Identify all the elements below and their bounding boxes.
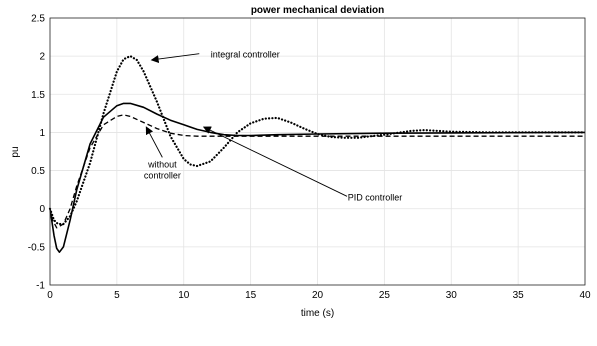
- y-tick-label: -1: [36, 281, 45, 292]
- y-tick-label: 0.5: [31, 166, 45, 177]
- series-line-solid: [49, 102, 586, 253]
- annotation-without: without controller: [144, 159, 181, 180]
- y-tick-label: 1: [39, 128, 45, 139]
- x-tick-label: 40: [579, 290, 591, 301]
- x-tick-label: 0: [47, 290, 53, 301]
- y-tick-label: 0: [39, 204, 45, 215]
- x-axis-label: time (s): [301, 308, 334, 319]
- annotation-pid: PID controller: [348, 192, 403, 202]
- x-tick-label: 25: [379, 290, 391, 301]
- annotation-integral: integral controller: [211, 50, 280, 60]
- annotation-line: without: [147, 159, 177, 169]
- annotations: integral controller without controller PID …: [144, 50, 402, 203]
- x-tick-label: 5: [114, 290, 120, 301]
- y-tick-label: 1.5: [31, 90, 45, 101]
- series-line-dashed: [49, 114, 585, 229]
- y-axis-label: pu: [10, 146, 21, 157]
- series-layer: [48, 55, 587, 253]
- annotation-line: integral controller: [211, 50, 280, 60]
- ticks: 0 5 10 15 20 25 30 35 40 -1 -0.5 0 0.5 1 1.5 2 2.5: [28, 14, 591, 302]
- annotation-arrow-integral: [150, 53, 200, 64]
- x-tick-label: 30: [446, 290, 458, 301]
- x-tick-label: 10: [178, 290, 190, 301]
- annotation-arrow-pid: [202, 126, 348, 197]
- annotation-arrow-without: [145, 126, 163, 158]
- y-tick-label: -0.5: [28, 242, 46, 253]
- x-tick-label: 20: [312, 290, 324, 301]
- chart-title: power mechanical deviation: [251, 5, 384, 16]
- x-tick-label: 15: [245, 290, 257, 301]
- y-tick-label: 2: [39, 52, 45, 63]
- annotation-line: controller: [144, 170, 181, 180]
- x-tick-label: 35: [513, 290, 525, 301]
- y-tick-label: 2.5: [31, 14, 45, 25]
- annotation-line: PID controller: [348, 192, 403, 202]
- plot-frame: [49, 17, 586, 286]
